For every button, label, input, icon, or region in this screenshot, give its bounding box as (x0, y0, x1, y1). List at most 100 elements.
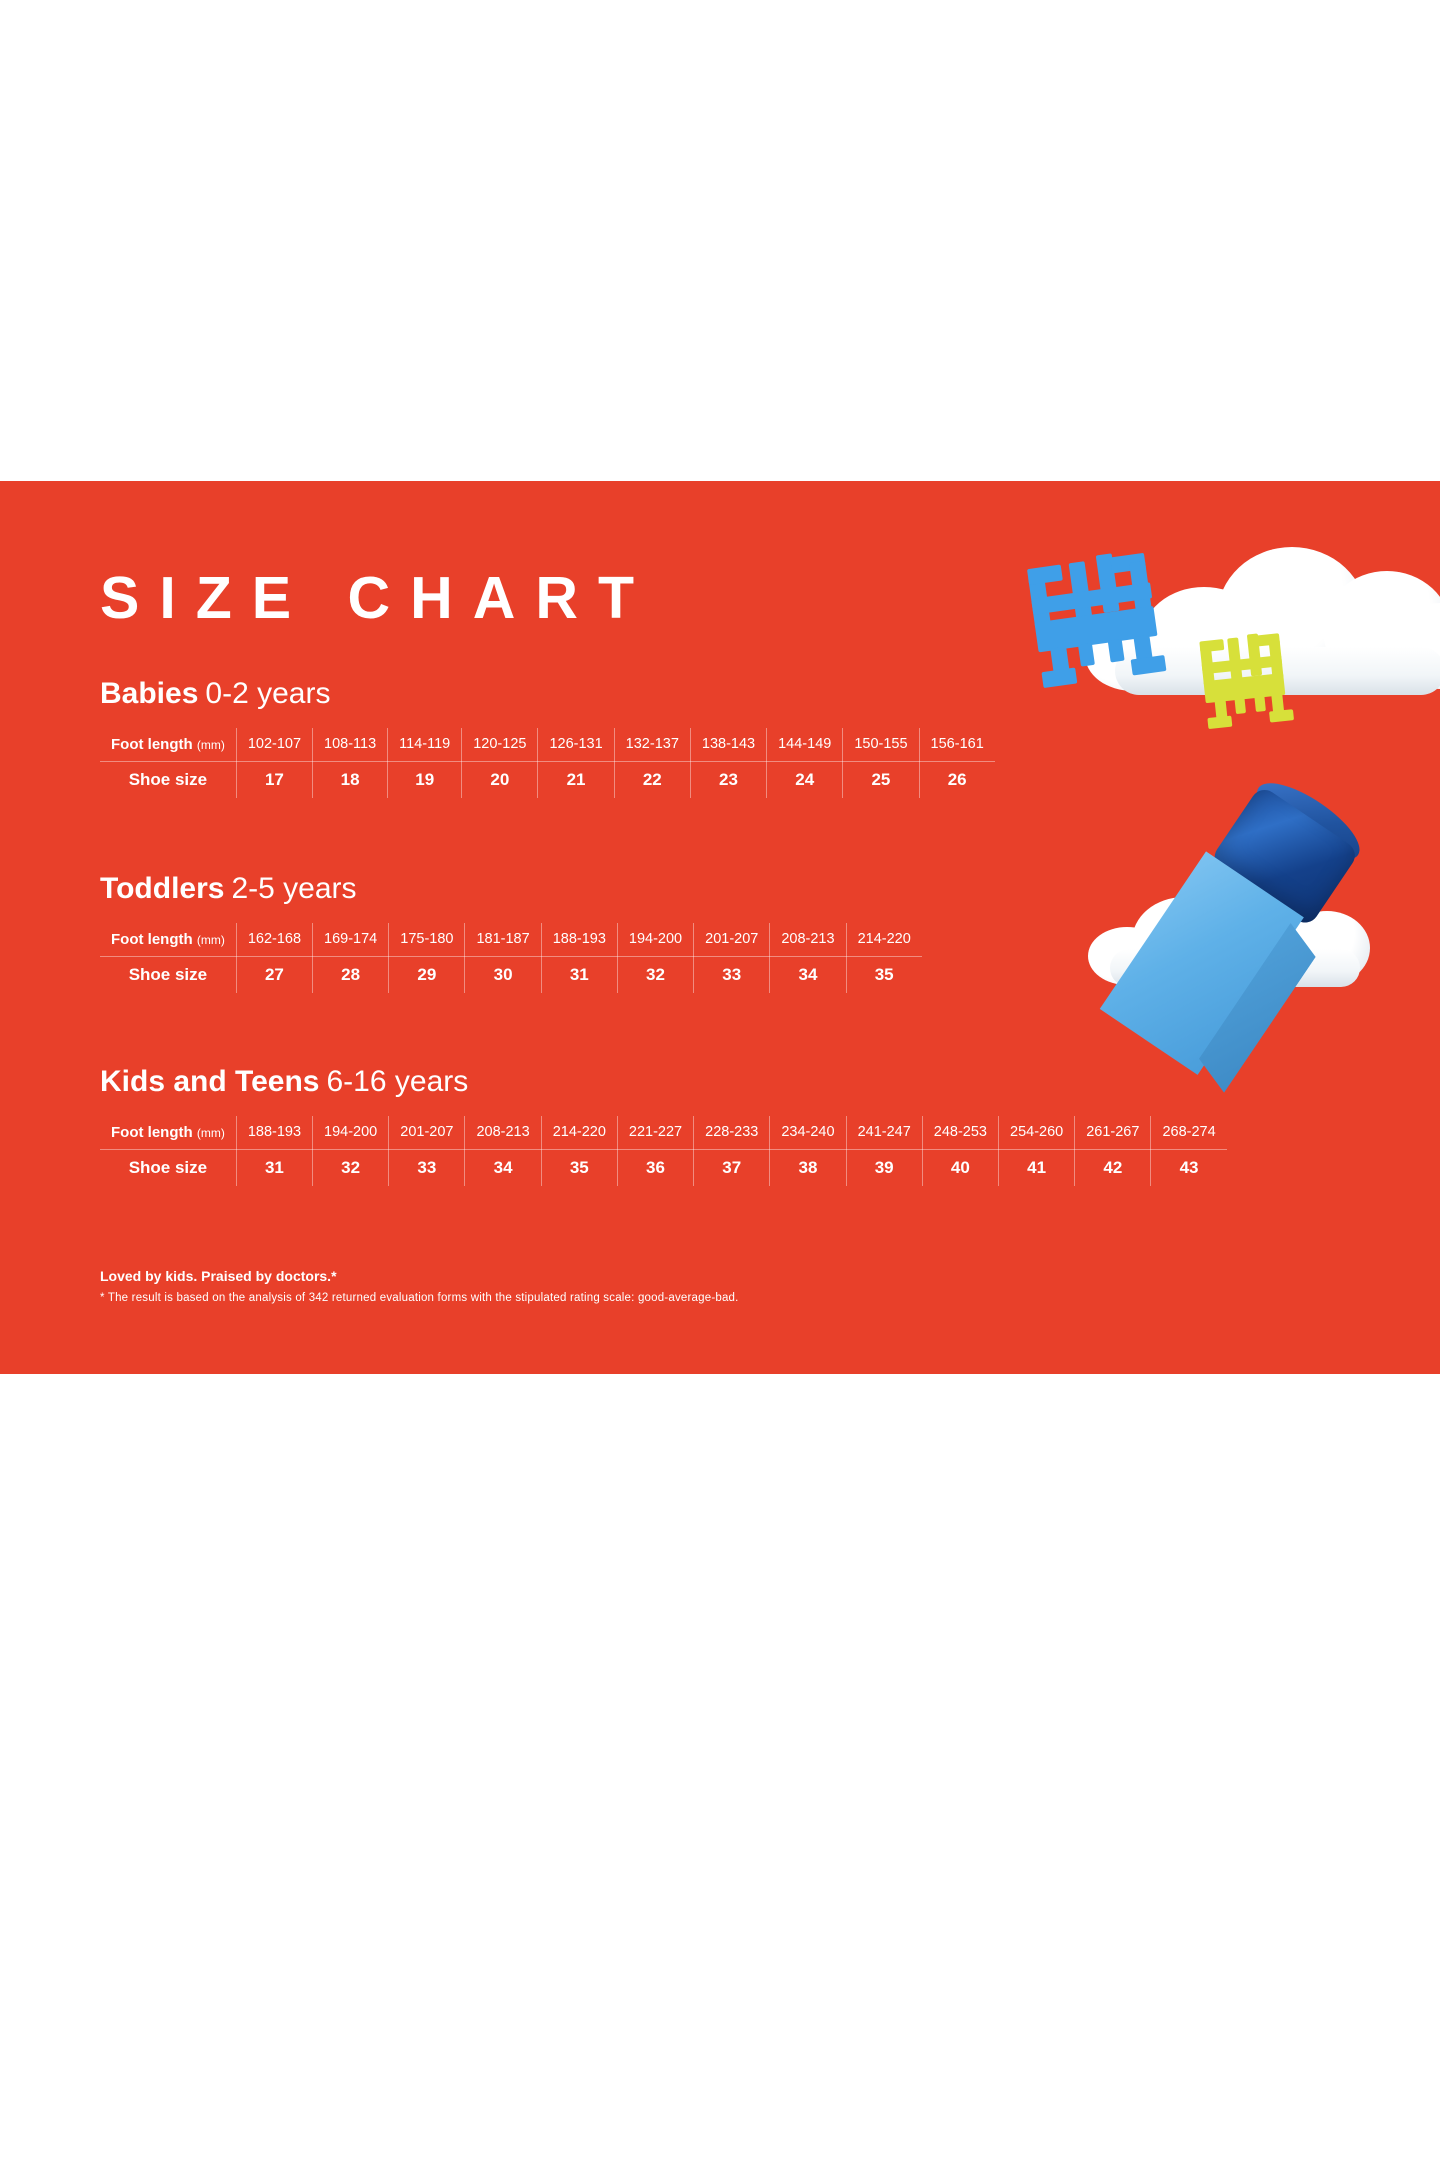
table-row-shoe-size: Shoe size 27 28 29 30 31 32 33 34 35 (100, 956, 922, 993)
page-title: SIZE CHART (100, 565, 654, 631)
cell-foot-length: 114-119 (387, 728, 463, 762)
cell-foot-length: 144-149 (766, 728, 844, 762)
cell-foot-length: 126-131 (537, 728, 615, 762)
cell-shoe-size: 33 (693, 956, 771, 993)
cell-shoe-size: 42 (1074, 1149, 1152, 1186)
section-age-label: 2-5 years (231, 872, 357, 905)
table-row-foot-length: Foot length (mm) 102-107 108-113 114-119… (100, 728, 995, 762)
cell-foot-length: 156-161 (919, 728, 995, 762)
cell-foot-length: 228-233 (693, 1116, 771, 1150)
cell-shoe-size: 35 (541, 1149, 618, 1186)
cell-shoe-size: 30 (464, 956, 542, 993)
cell-foot-length: 169-174 (312, 923, 390, 957)
cell-shoe-size: 37 (693, 1149, 771, 1186)
section-heading-kids-and-teens: Kids and Teens 6-16 years (100, 1067, 1227, 1097)
cell-shoe-size: 17 (236, 761, 314, 798)
section-age-label: 6-16 years (326, 1065, 469, 1098)
cell-shoe-size: 36 (617, 1149, 695, 1186)
cell-shoe-size: 26 (947, 769, 967, 789)
cell-shoe-size: 34 (464, 1149, 542, 1186)
cell-shoe-size: 23 (690, 761, 768, 798)
section-heading-babies: Babies 0-2 years (100, 679, 995, 709)
section-toddlers: Toddlers 2-5 years Foot length (mm) 162-1… (100, 874, 922, 993)
cell-foot-length: 175-180 (388, 923, 466, 957)
cell-foot-length: 201-207 (693, 923, 771, 957)
cell-shoe-size: 25 (842, 761, 920, 798)
row-label-foot-length: Foot length (mm) (100, 728, 237, 762)
row-label-foot-length: Foot length (mm) (100, 1116, 237, 1150)
footer-headline: Loved by kids. Praised by doctors.* (100, 1268, 337, 1284)
cell-foot-length: 254-260 (998, 1116, 1076, 1150)
cell-shoe-size: 31 (541, 956, 618, 993)
size-chart-poster: SIZE CHART Babies 0-2 years Foot length (… (0, 481, 1440, 1374)
section-babies: Babies 0-2 years Foot length (mm) 102-107… (100, 679, 995, 798)
cell-shoe-size: 34 (769, 956, 847, 993)
cell-foot-length: 188-193 (541, 923, 618, 957)
cell-foot-length: 268-274 (1150, 1116, 1227, 1150)
cell-foot-length: 241-247 (846, 1116, 923, 1150)
footer-footnote: * The result is based on the analysis of… (100, 1291, 739, 1304)
cell-foot-length: 214-220 (541, 1116, 618, 1150)
cell-shoe-size: 40 (922, 1149, 1000, 1186)
cell-shoe-size: 38 (769, 1149, 847, 1186)
cell-shoe-size: 27 (236, 956, 314, 993)
cell-shoe-size: 22 (614, 761, 691, 798)
cell-foot-length: 248-253 (922, 1116, 1000, 1150)
cell-shoe-size: 18 (312, 761, 389, 798)
cell-shoe-size: 35 (874, 964, 894, 984)
row-label-shoe-size: Shoe size (100, 956, 237, 993)
cell-shoe-size: 20 (461, 761, 539, 798)
cell-shoe-size: 32 (617, 956, 695, 993)
cell-foot-length: 132-137 (614, 728, 691, 762)
table-row-foot-length: Foot length (mm) 162-168 169-174 175-180… (100, 923, 922, 957)
cell-foot-length: 261-267 (1074, 1116, 1152, 1150)
poster-content: SIZE CHART Babies 0-2 years Foot length (… (100, 481, 1350, 1374)
cell-foot-length: 120-125 (461, 728, 539, 762)
cell-shoe-size: 43 (1179, 1157, 1199, 1177)
section-group-label: Kids and Teens (100, 1065, 320, 1098)
row-label-foot-length: Foot length (mm) (100, 923, 237, 957)
size-table-babies: Foot length (mm) 102-107 108-113 114-119… (100, 728, 995, 798)
cell-shoe-size: 24 (766, 761, 844, 798)
section-age-label: 0-2 years (205, 677, 331, 710)
row-label-shoe-size: Shoe size (100, 1149, 237, 1186)
table-row-shoe-size: Shoe size 17 18 19 20 21 22 23 24 25 26 (100, 761, 995, 798)
foot-length-unit: (mm) (196, 1125, 225, 1140)
foot-length-unit: (mm) (196, 737, 225, 752)
size-table-kids-and-teens: Foot length (mm) 188-193 194-200 201-207… (100, 1116, 1227, 1186)
cell-shoe-size: 19 (387, 761, 463, 798)
cell-foot-length: 208-213 (464, 1116, 542, 1150)
footer: Loved by kids. Praised by doctors.* * Th… (100, 1268, 739, 1305)
cell-foot-length: 221-227 (617, 1116, 695, 1150)
foot-length-text: Foot length (111, 930, 193, 948)
cell-foot-length: 201-207 (388, 1116, 466, 1150)
foot-length-unit: (mm) (196, 932, 225, 947)
cell-shoe-size: 28 (312, 956, 390, 993)
cell-shoe-size: 29 (388, 956, 466, 993)
cell-foot-length: 208-213 (769, 923, 847, 957)
cell-foot-length: 234-240 (769, 1116, 847, 1150)
cell-shoe-size: 32 (312, 1149, 390, 1186)
cell-shoe-size: 21 (537, 761, 615, 798)
cell-foot-length: 138-143 (690, 728, 768, 762)
cell-foot-length: 102-107 (236, 728, 314, 762)
cell-shoe-size: 41 (998, 1149, 1076, 1186)
table-row-foot-length: Foot length (mm) 188-193 194-200 201-207… (100, 1116, 1227, 1150)
size-table-toddlers: Foot length (mm) 162-168 169-174 175-180… (100, 923, 922, 993)
table-row-shoe-size: Shoe size 31 32 33 34 35 36 37 38 39 40 … (100, 1149, 1227, 1186)
section-group-label: Babies (100, 677, 199, 710)
cell-foot-length: 214-220 (846, 923, 922, 957)
cell-foot-length: 194-200 (312, 1116, 390, 1150)
cell-foot-length: 194-200 (617, 923, 695, 957)
foot-length-text: Foot length (111, 735, 193, 753)
cell-foot-length: 181-187 (464, 923, 542, 957)
cell-shoe-size: 33 (388, 1149, 466, 1186)
section-group-label: Toddlers (100, 872, 225, 905)
row-label-shoe-size: Shoe size (100, 761, 237, 798)
cell-foot-length: 150-155 (842, 728, 920, 762)
cell-foot-length: 108-113 (312, 728, 389, 762)
foot-length-text: Foot length (111, 1123, 193, 1141)
section-heading-toddlers: Toddlers 2-5 years (100, 874, 922, 904)
cell-shoe-size: 39 (846, 1149, 923, 1186)
